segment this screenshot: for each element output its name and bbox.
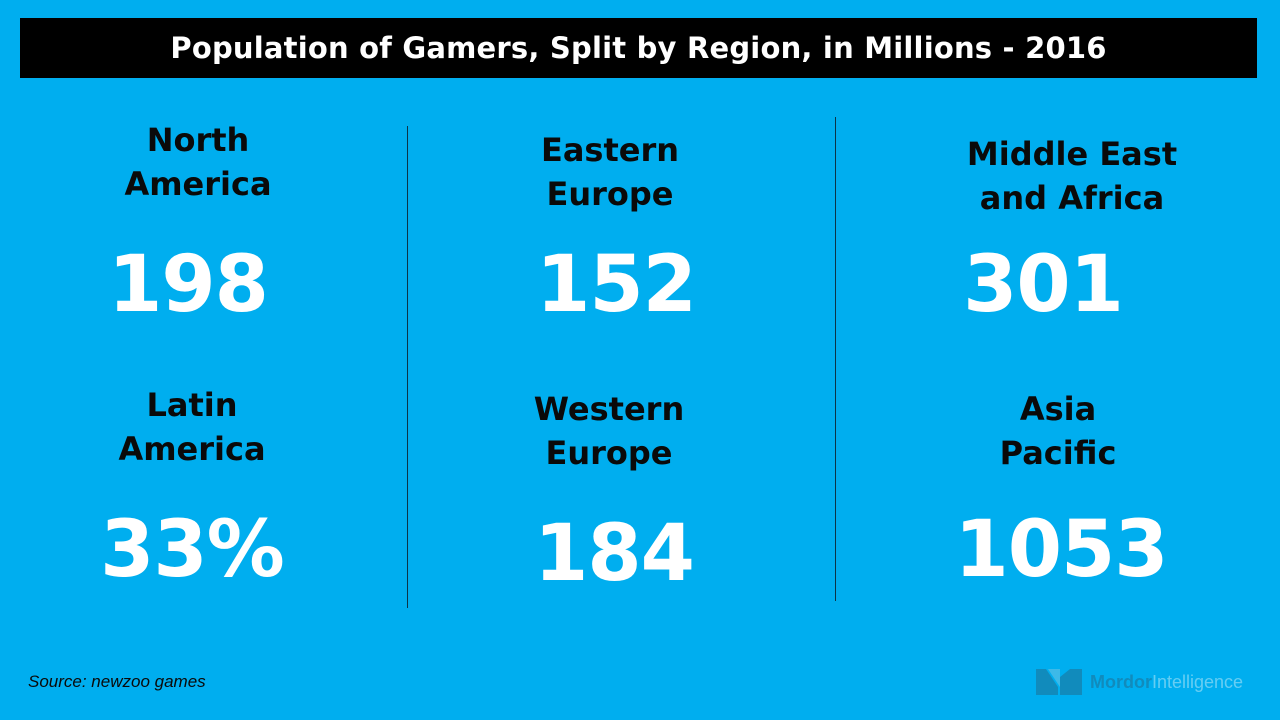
column-divider-left xyxy=(407,126,408,608)
mordor-logo-icon xyxy=(1036,669,1082,695)
chart-title: Population of Gamers, Split by Region, i… xyxy=(170,31,1107,65)
brand-logo-text: MordorIntelligence xyxy=(1090,671,1244,692)
region-label-middle-east-africa: Middle East and Africa xyxy=(966,135,1178,217)
region-value-western-europe: 184 xyxy=(534,509,695,599)
region-label-western-europe: Western Europe xyxy=(533,390,685,472)
region-label-asia-pacific: Asia Pacific xyxy=(999,390,1117,472)
region-label-eastern-europe: Eastern Europe xyxy=(540,131,680,213)
region-value-asia-pacific: 1053 xyxy=(954,505,1168,595)
title-bar: Population of Gamers, Split by Region, i… xyxy=(20,18,1257,78)
region-label-north-america: North America xyxy=(124,121,272,203)
region-value-latin-america: 33% xyxy=(100,505,285,595)
source-note: Source: newzoo games xyxy=(28,672,206,691)
column-divider-right xyxy=(835,117,836,601)
region-value-middle-east-africa: 301 xyxy=(963,240,1124,330)
region-value-north-america: 198 xyxy=(108,240,269,330)
region-label-latin-america: Latin America xyxy=(118,386,266,468)
region-value-eastern-europe: 152 xyxy=(536,240,697,330)
brand-logo: MordorIntelligence xyxy=(1036,667,1243,697)
